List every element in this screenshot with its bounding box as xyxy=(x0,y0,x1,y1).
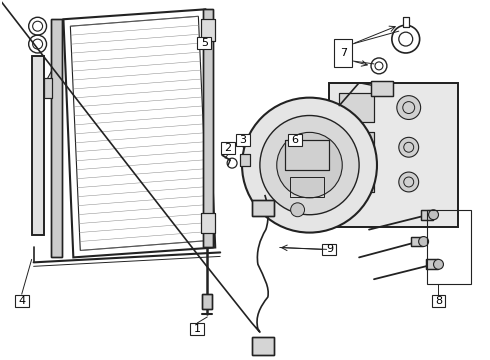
Text: 8: 8 xyxy=(435,296,442,306)
Bar xyxy=(285,140,329,170)
Text: 9: 9 xyxy=(326,244,333,255)
Bar xyxy=(322,243,336,255)
Circle shape xyxy=(434,260,443,269)
Bar xyxy=(44,78,51,98)
Bar xyxy=(420,210,433,220)
Bar xyxy=(197,37,211,49)
Bar xyxy=(240,154,250,166)
Bar xyxy=(371,81,393,96)
Bar xyxy=(339,167,374,192)
Bar xyxy=(427,210,471,284)
Bar xyxy=(252,337,274,355)
Text: 5: 5 xyxy=(201,38,208,48)
Bar xyxy=(285,140,329,170)
Bar xyxy=(329,83,458,227)
Bar xyxy=(339,93,374,122)
Bar xyxy=(339,167,374,192)
Bar xyxy=(32,56,44,235)
Circle shape xyxy=(291,203,305,217)
Bar xyxy=(411,237,422,247)
Bar xyxy=(288,134,301,146)
Bar xyxy=(339,132,374,157)
Bar xyxy=(411,237,422,247)
Bar xyxy=(50,19,62,257)
Bar xyxy=(203,9,213,247)
Bar xyxy=(290,177,324,197)
Bar xyxy=(201,213,215,233)
Bar xyxy=(426,260,438,269)
Bar xyxy=(15,295,29,307)
Bar xyxy=(403,17,409,27)
Bar xyxy=(339,93,374,122)
Bar xyxy=(201,19,215,41)
Bar xyxy=(252,337,274,355)
Bar xyxy=(221,142,235,154)
Circle shape xyxy=(399,137,418,157)
Bar xyxy=(201,19,215,41)
Bar xyxy=(202,294,212,309)
Bar xyxy=(201,213,215,233)
Bar xyxy=(371,81,393,96)
Bar xyxy=(329,83,458,227)
Bar xyxy=(252,200,274,216)
Bar xyxy=(202,294,212,309)
Bar xyxy=(252,200,274,216)
Bar xyxy=(240,154,250,166)
Circle shape xyxy=(399,172,418,192)
Bar xyxy=(420,210,433,220)
Circle shape xyxy=(429,210,439,220)
Circle shape xyxy=(260,116,359,215)
Text: 6: 6 xyxy=(291,135,298,145)
Bar xyxy=(203,9,213,247)
Bar xyxy=(32,56,44,235)
Circle shape xyxy=(418,237,429,247)
Circle shape xyxy=(277,132,342,198)
Bar xyxy=(236,134,250,146)
Bar xyxy=(191,323,204,335)
Text: 1: 1 xyxy=(194,324,201,334)
Text: 3: 3 xyxy=(240,135,246,145)
Circle shape xyxy=(397,96,420,120)
Bar xyxy=(432,295,445,307)
Text: 4: 4 xyxy=(18,296,25,306)
Bar xyxy=(50,19,62,257)
Bar xyxy=(44,78,51,98)
Bar xyxy=(426,260,438,269)
Bar xyxy=(334,39,352,67)
Text: 7: 7 xyxy=(340,48,347,58)
Bar xyxy=(339,132,374,157)
Bar xyxy=(403,17,409,27)
Circle shape xyxy=(242,98,377,233)
Text: 2: 2 xyxy=(224,143,232,153)
